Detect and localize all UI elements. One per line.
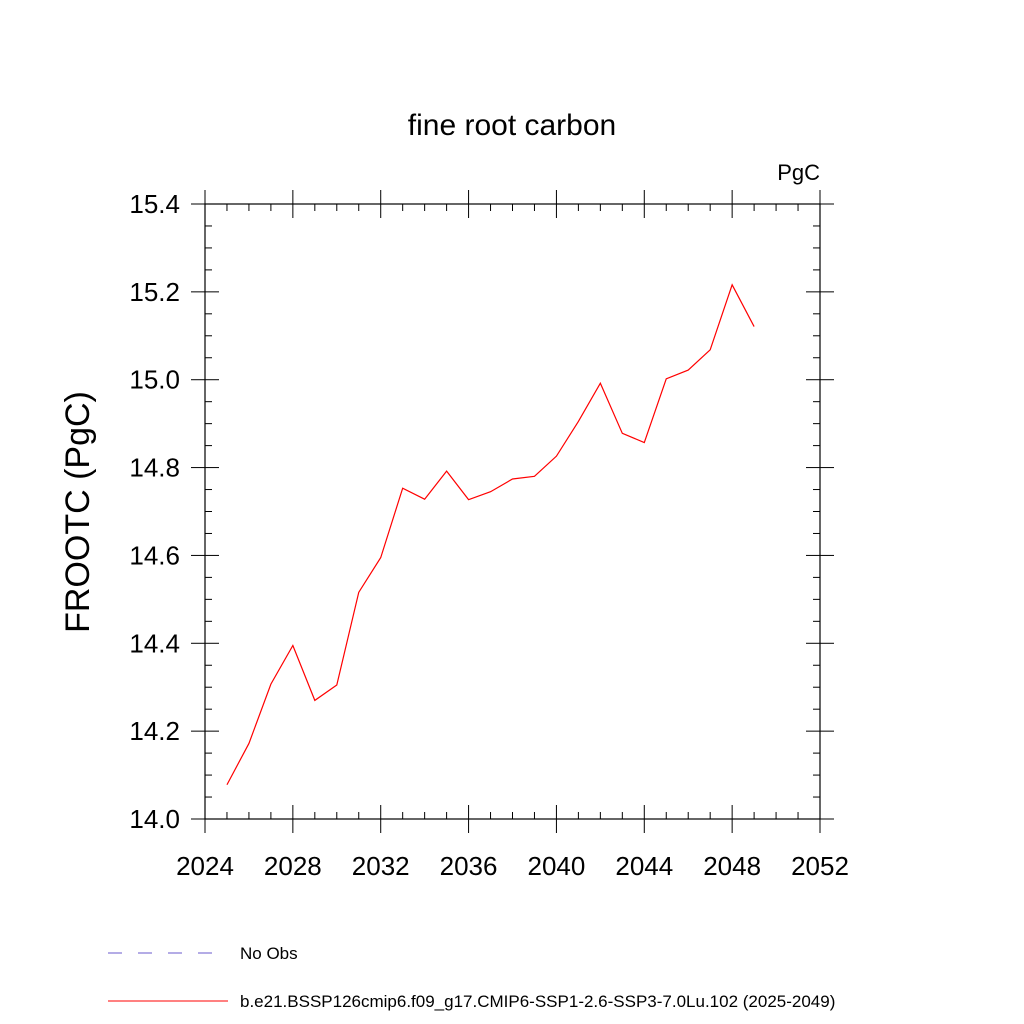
data-point [533,475,535,477]
data-point [314,699,316,701]
data-point [490,491,492,493]
x-tick-label: 2028 [264,851,322,881]
series-group [226,283,755,786]
axis-ticks [191,190,834,833]
data-point [687,369,689,371]
x-tick-label: 2048 [703,851,761,881]
y-axis-tick-labels: 14.0 14.2 14.4 14.6 14.8 15.0 15.2 15.4 [129,189,180,834]
chart-title: fine root carbon [408,109,616,142]
x-tick-label: 2044 [615,851,673,881]
data-point [380,557,382,559]
data-point [512,478,514,480]
data-point [468,499,470,501]
x-tick-label: 2024 [176,851,234,881]
y-axis-label: FROOTC (PgC) [59,391,97,633]
data-point [292,644,294,646]
y-tick-label: 14.8 [129,453,180,483]
units-label: PgC [777,160,820,185]
data-point [577,420,579,422]
data-point [248,742,250,744]
y-tick-label: 15.2 [129,277,180,307]
data-point [709,349,711,351]
x-tick-label: 2032 [352,851,410,881]
data-point [270,683,272,685]
x-tick-label: 2040 [528,851,586,881]
data-point [665,378,667,380]
data-point [731,284,733,286]
data-point [599,382,601,384]
data-point [621,432,623,434]
legend-label-no-obs: No Obs [240,944,298,963]
data-point [753,326,755,328]
legend: No Obs b.e21.BSSP126cmip6.f09_g17.CMIP6-… [108,944,835,1011]
data-point [424,498,426,500]
data-point [402,487,404,489]
x-tick-label: 2036 [440,851,498,881]
legend-label-model: b.e21.BSSP126cmip6.f09_g17.CMIP6-SSP1-2.… [240,992,835,1011]
data-point [336,684,338,686]
x-tick-label: 2052 [791,851,849,881]
y-tick-label: 14.6 [129,540,180,570]
y-tick-label: 15.0 [129,365,180,395]
y-tick-label: 15.4 [129,189,180,219]
data-point [358,591,360,593]
series-line [226,283,755,786]
y-tick-label: 14.4 [129,628,180,658]
x-axis-tick-labels: 2024 2028 2032 2036 2040 2044 2048 2052 [176,851,849,881]
y-tick-label: 14.2 [129,716,180,746]
data-point [446,470,448,472]
data-point [643,442,645,444]
data-point [226,784,228,786]
y-tick-label: 14.0 [129,804,180,834]
data-point [555,455,557,457]
